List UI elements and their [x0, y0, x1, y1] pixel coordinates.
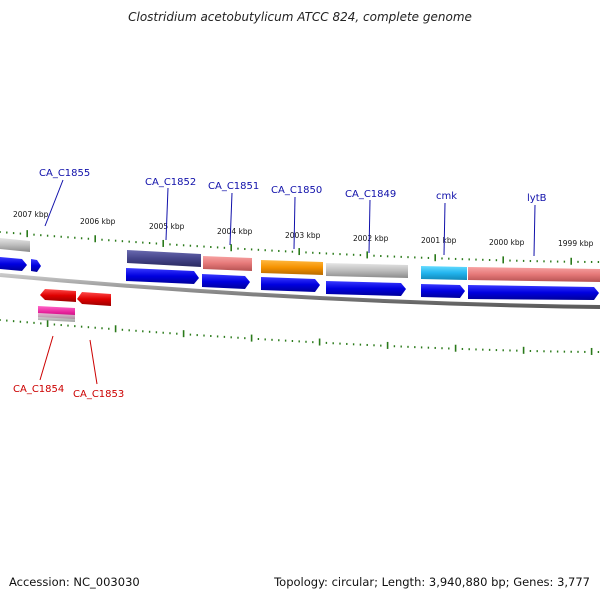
- gene-cmk[interactable]: [421, 266, 467, 280]
- label-ca-c1853[interactable]: CA_C1853: [73, 389, 124, 400]
- cds-arrow[interactable]: [0, 257, 27, 271]
- cds-arrow[interactable]: [126, 268, 199, 284]
- cds-arrow[interactable]: [261, 277, 320, 292]
- tick-label-2001: 2001 kbp: [421, 236, 457, 245]
- feature-track-lower: [38, 289, 111, 322]
- gene-ca-c1854[interactable]: [40, 289, 76, 302]
- gene-ca-c1854-feature-grey[interactable]: [38, 313, 75, 322]
- tick-label-1999: 1999 kbp: [558, 239, 594, 248]
- cds-arrow[interactable]: [31, 259, 41, 272]
- gene-ca-c1849[interactable]: [326, 263, 408, 278]
- gene-ca-c1855[interactable]: [0, 238, 30, 252]
- gene-labels-top: CA_C1855 CA_C1852 CA_C1851 CA_C1850 CA_C…: [39, 168, 547, 204]
- gene-ca-c1852[interactable]: [127, 250, 201, 267]
- tick-label-2004: 2004 kbp: [217, 227, 253, 236]
- accession-text: Accession: NC_003030: [9, 575, 140, 589]
- label-ca-c1850[interactable]: CA_C1850: [271, 185, 322, 196]
- gene-lytb[interactable]: [468, 267, 600, 282]
- tick-label-2003: 2003 kbp: [285, 231, 321, 240]
- genome-backbone: [0, 273, 600, 309]
- tick-label-2002: 2002 kbp: [353, 234, 389, 243]
- gene-ca-c1850[interactable]: [261, 260, 323, 275]
- cds-arrow[interactable]: [326, 281, 406, 296]
- label-ca-c1849[interactable]: CA_C1849: [345, 189, 396, 200]
- tick-label-2007: 2007 kbp: [13, 210, 49, 219]
- label-ca-c1852[interactable]: CA_C1852: [145, 177, 196, 188]
- tick-row-upper: [0, 230, 600, 265]
- feature-track-upper: [0, 238, 600, 282]
- cds-track-upper: [0, 257, 599, 300]
- gene-ca-c1851[interactable]: [203, 256, 252, 271]
- tick-label-2000: 2000 kbp: [489, 238, 525, 247]
- tick-label-2006: 2006 kbp: [80, 217, 116, 226]
- tick-row-lower: [0, 319, 600, 355]
- gene-ca-c1853[interactable]: [77, 292, 111, 306]
- label-leaders-bottom: [39, 335, 98, 385]
- map-title: Clostridium acetobutylicum ATCC 824, com…: [128, 10, 472, 24]
- label-ca-c1854[interactable]: CA_C1854: [13, 384, 64, 395]
- cds-arrow[interactable]: [468, 285, 599, 300]
- cds-arrow[interactable]: [421, 284, 465, 298]
- gene-labels-bottom: CA_C1854 CA_C1853: [13, 384, 124, 400]
- label-ca-c1851[interactable]: CA_C1851: [208, 181, 259, 192]
- tick-labels: 2007 kbp 2006 kbp 2005 kbp 2004 kbp 2003…: [13, 210, 594, 248]
- cds-arrow[interactable]: [202, 274, 250, 289]
- label-ca-c1855[interactable]: CA_C1855: [39, 168, 90, 179]
- label-leaders-top: [44, 179, 536, 257]
- label-lytb[interactable]: lytB: [527, 193, 547, 204]
- topology-text: Topology: circular; Length: 3,940,880 bp…: [274, 575, 590, 589]
- label-cmk[interactable]: cmk: [436, 191, 457, 202]
